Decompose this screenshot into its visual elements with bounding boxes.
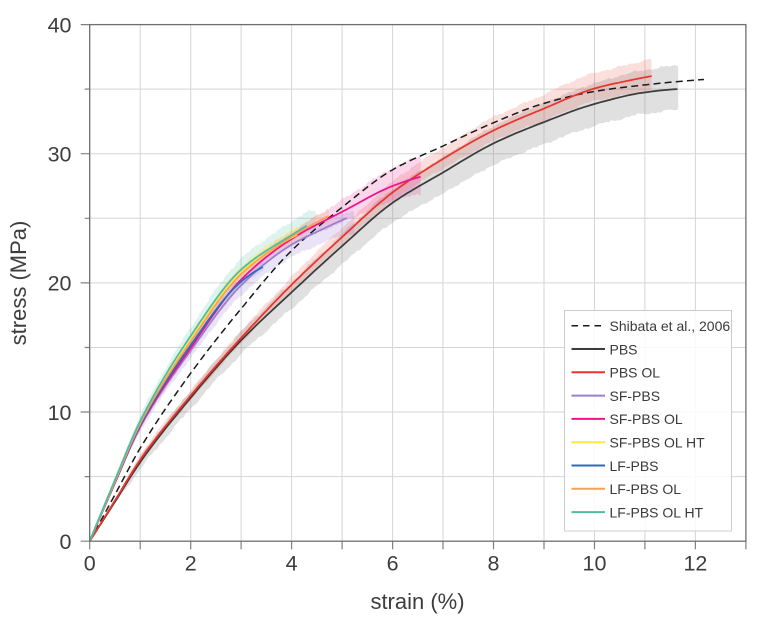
svg-text:strain (%): strain (%) [370,589,464,614]
svg-text:SF-PBS: SF-PBS [610,388,661,404]
svg-text:8: 8 [488,552,500,576]
svg-text:PBS: PBS [610,341,638,357]
svg-text:10: 10 [583,552,607,576]
svg-text:stress (MPa): stress (MPa) [6,221,31,346]
svg-text:12: 12 [683,552,707,576]
svg-text:LF-PBS OL: LF-PBS OL [610,481,682,497]
svg-text:0: 0 [84,552,96,576]
svg-text:LF-PBS: LF-PBS [610,458,659,474]
svg-text:2: 2 [185,552,197,576]
svg-text:SF-PBS OL HT: SF-PBS OL HT [610,435,706,451]
svg-text:6: 6 [387,552,399,576]
svg-text:PBS OL: PBS OL [610,365,661,381]
svg-text:0: 0 [60,530,72,554]
svg-text:SF-PBS OL: SF-PBS OL [610,411,683,427]
svg-text:Shibata et al., 2006: Shibata et al., 2006 [610,318,731,334]
svg-text:20: 20 [48,272,72,296]
svg-text:10: 10 [48,401,72,425]
svg-text:30: 30 [48,143,72,167]
svg-text:40: 40 [48,13,72,37]
svg-text:4: 4 [286,552,298,576]
svg-text:LF-PBS OL HT: LF-PBS OL HT [610,504,704,520]
